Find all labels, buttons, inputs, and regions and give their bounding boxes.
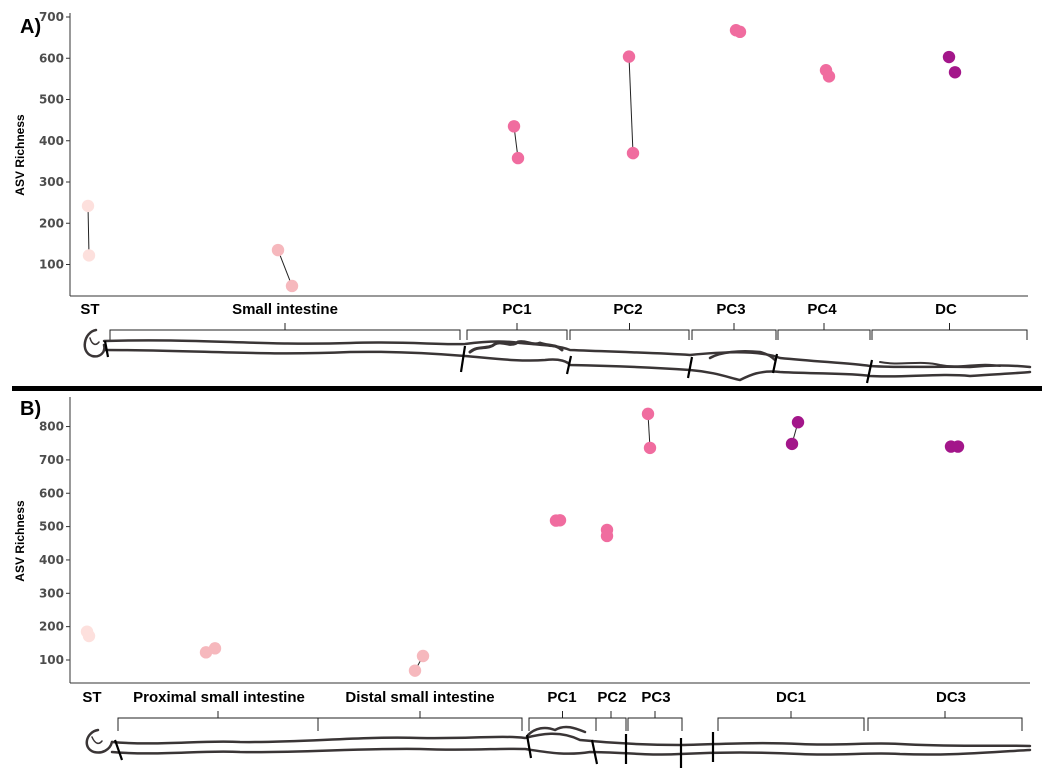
panel-b-region-label-dc1: DC1 [776, 689, 806, 706]
panel-a-connector-pc2 [628, 56, 634, 154]
panel-b-y-tick-label-600: 600 [39, 486, 64, 500]
panel-b-point-dc3-2 [951, 440, 965, 453]
panel-b-point-dc1-1 [791, 416, 805, 429]
panel-b-region-label-proximal-small-intestine: Proximal small intestine [133, 689, 305, 706]
panel-b-bracket-dc1 [717, 711, 865, 731]
panel-a-y-tick-label-200: 200 [39, 216, 64, 230]
panel-a-point-small-intestine-2 [285, 279, 299, 293]
panel-a-region-label-pc3: PC3 [716, 301, 745, 318]
panel-a-point-pc2-1 [622, 50, 636, 63]
panel-b-point-st-2 [82, 629, 96, 643]
panel-b-point-dc1-2 [785, 437, 799, 451]
panel-b-gut-drawing [85, 725, 1032, 756]
panel-a-gut-drawing [83, 328, 1032, 382]
panel-a-point-pc2-2 [626, 146, 640, 160]
panel-a-gut-dividers [103, 340, 874, 384]
panel-a-region-label-dc: DC [935, 301, 957, 318]
panel-a-region-label-pc1: PC1 [502, 301, 531, 318]
panel-b-region-label-pc2: PC2 [597, 689, 626, 706]
panel-a-point-pc1-1 [507, 120, 521, 133]
panel-b-y-tick-label-400: 400 [39, 553, 64, 567]
panel-a-data-marks [81, 24, 962, 293]
panel-a-y-tick-label-500: 500 [39, 93, 64, 107]
panel-a-bracket-small-intestine [109, 323, 461, 340]
panel-a-region-label-pc2: PC2 [613, 301, 642, 318]
panel-b-bracket-pc1 [528, 711, 597, 731]
panel-b-region-label-pc3: PC3 [641, 689, 670, 706]
panel-a: A) ASV Richness 100 200 300 400 500 600 700 ST… [13, 10, 1032, 384]
panel-a-y-ticks: 100 200 300 400 500 600 700 [39, 10, 70, 272]
panel-a-region-labels: ST Small intestine PC1 PC2 PC3 PC4 DC [80, 301, 957, 318]
panel-a-region-label-pc4: PC4 [807, 301, 837, 318]
panel-a-connector-st [87, 205, 90, 256]
panel-b-letter: B) [20, 398, 41, 420]
panel-a-bracket-dc [871, 323, 1028, 340]
panel-b-bracket-pc3 [627, 711, 683, 731]
panel-a-point-dc-1 [942, 50, 956, 64]
panel-a-y-tick-label-300: 300 [39, 175, 64, 189]
panel-a-y-tick-label-100: 100 [39, 258, 64, 272]
panel-a-point-small-intestine-1 [271, 243, 285, 257]
panel-b-y-tick-label-300: 300 [39, 586, 64, 600]
panel-b-point-pc3-1 [641, 407, 655, 421]
panel-a-point-pc3-2 [733, 25, 747, 39]
panel-b-brackets [117, 711, 1023, 731]
panel-b-y-tick-label-800: 800 [39, 420, 64, 434]
panel-a-bracket-pc4 [777, 323, 871, 340]
panel-a-bracket-pc1 [466, 323, 568, 340]
panel-b-y-tick-label-100: 100 [39, 653, 64, 667]
panel-b-bracket-pc2 [595, 711, 627, 731]
panel-b-region-label-dc3: DC3 [936, 689, 966, 706]
panel-b-region-label-st: ST [82, 689, 101, 706]
panel-a-letter: A) [20, 16, 41, 38]
panel-divider [12, 386, 1042, 391]
panel-b-bracket-distal-small-intestine [317, 711, 523, 731]
panel-a-bracket-pc2 [569, 323, 690, 340]
panel-a-point-st-2 [82, 249, 96, 262]
panel-b-point-proximal-small-intestine-2 [208, 642, 222, 655]
panel-b-region-label-pc1: PC1 [547, 689, 576, 706]
panel-a-y-tick-label-600: 600 [39, 51, 64, 65]
panel-b-y-tick-label-700: 700 [39, 453, 64, 467]
panel-a-region-label-small-intestine: Small intestine [232, 301, 338, 318]
panel-a-point-st-1 [81, 199, 95, 213]
panel-b-y-axis-label: ASV Richness [13, 500, 27, 582]
panel-b-point-distal-small-intestine-2 [416, 649, 430, 663]
panel-b-y-tick-label-500: 500 [39, 520, 64, 534]
panel-a-y-axis-label: ASV Richness [13, 114, 27, 196]
panel-a-connector-small-intestine [277, 249, 293, 287]
panel-a-point-dc-2 [948, 66, 962, 79]
panel-b-gut-dividers [113, 732, 715, 768]
panel-a-point-pc4-2 [822, 70, 836, 83]
panel-b-bracket-proximal-small-intestine [117, 711, 319, 731]
panel-b-point-pc3-2 [643, 441, 657, 455]
panel-b-y-tick-label-200: 200 [39, 620, 64, 634]
panel-b-region-labels: ST Proximal small intestine Distal small i… [82, 689, 966, 706]
panel-a-brackets [109, 323, 1028, 340]
panel-b-point-pc1-2 [553, 514, 567, 527]
panel-a-y-tick-label-700: 700 [39, 10, 64, 24]
panel-b-region-label-distal-small-intestine: Distal small intestine [345, 689, 494, 706]
panel-b-bracket-dc3 [867, 711, 1023, 731]
panel-b-point-distal-small-intestine-1 [408, 664, 422, 677]
panel-a-y-tick-label-400: 400 [39, 134, 64, 148]
panel-b-point-pc2-2 [600, 529, 614, 543]
panel-b-data-marks [80, 407, 965, 677]
panel-b: B) ASV Richness 100 200 300 400 500 600 700 800… [13, 397, 1032, 768]
panel-a-point-pc1-2 [511, 151, 525, 165]
panel-a-region-label-st: ST [80, 301, 99, 318]
panel-a-bracket-pc3 [691, 323, 777, 340]
panel-b-y-ticks: 100 200 300 400 500 600 700 800 [39, 420, 70, 667]
